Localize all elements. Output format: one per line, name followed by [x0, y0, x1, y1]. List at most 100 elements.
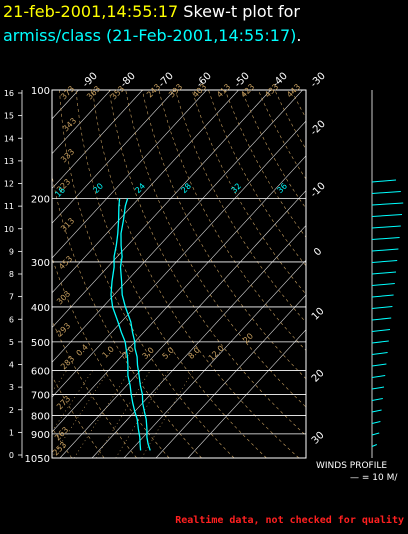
theta-label: 313: [59, 216, 76, 233]
height-tick-label: 5: [9, 338, 14, 347]
dry-adiabat-line: [52, 375, 105, 458]
theta-label: 303: [55, 289, 72, 306]
theta-label: 293: [55, 321, 72, 338]
dry-adiabat-line: [224, 90, 306, 238]
dry-adiabat-line: [59, 90, 235, 458]
isotherm-line: [52, 90, 271, 329]
wind-barb: [371, 386, 385, 390]
pressure-label: 1050: [25, 454, 50, 465]
isotherm-line: [52, 155, 306, 433]
theta-label: 453: [57, 254, 74, 271]
height-tick-label: 3: [9, 383, 14, 392]
wind-barb: [371, 179, 397, 183]
height-tick-label: 8: [9, 270, 14, 279]
mixing-ratio-label: 36: [275, 181, 289, 195]
wind-barb: [371, 421, 381, 424]
dry-adiabat-line: [241, 90, 306, 209]
theta-label: 413: [215, 82, 232, 99]
mixing-ratio-label: 20: [91, 181, 105, 195]
wind-barb: [371, 202, 404, 206]
height-tick-label: 16: [4, 89, 14, 98]
title-line-1: 21-feb-2001,14:55:17 Skew-t plot for: [3, 2, 300, 22]
dry-adiabat-line: [175, 90, 306, 323]
height-tick-label: 11: [4, 202, 14, 211]
pressure-label: 700: [31, 391, 50, 402]
title-heading: Skew-t plot for: [183, 2, 300, 21]
dewpoint-profile-line: [110, 198, 142, 451]
pressure-label: 600: [31, 366, 50, 377]
dry-adiabat-line: [108, 90, 306, 436]
dry-adiabat-line: [274, 90, 306, 150]
footer-note: Realtime data, not checked for quality: [175, 515, 404, 526]
isotherm-line: [52, 120, 306, 398]
mixing-ratio-label: 12.0: [207, 344, 226, 363]
isotherm-line: [187, 329, 306, 458]
pressure-label: 800: [31, 411, 50, 422]
isotherm-label-top: -30: [309, 71, 328, 90]
wind-barb: [371, 444, 377, 447]
wind-barb: [371, 271, 397, 275]
plot-frame: [51, 89, 307, 459]
theta-label: 343: [61, 116, 78, 133]
title-line-2: armiss/class (21-Feb-2001,14:55:17).: [3, 26, 301, 46]
wind-barb: [371, 329, 391, 332]
dry-adiabat-line: [75, 90, 267, 458]
pressure-label: 900: [31, 430, 50, 441]
isotherm-label-right: 30: [310, 430, 327, 447]
isotherm-line: [52, 90, 111, 155]
theta-label: 253: [51, 440, 68, 457]
dry-adiabat-line: [291, 90, 306, 119]
mixing-ratio-label: 8.0: [187, 346, 202, 361]
mixing-ratio-label: 3.0: [141, 346, 156, 361]
wind-barb: [371, 352, 388, 355]
height-tick-label: 15: [4, 112, 14, 121]
wind-barb: [371, 340, 389, 344]
wind-barb: [371, 225, 401, 229]
mixing-ratio-label: 2.0: [121, 345, 136, 360]
height-tick-label: 12: [4, 180, 14, 189]
wind-barb: [371, 398, 383, 401]
dry-adiabat-line: [52, 427, 73, 458]
dry-adiabat-line: [0, 90, 7, 458]
dry-adiabat-line: [125, 90, 306, 408]
title-source: armiss/class (21-Feb-2001,14:55:17): [3, 26, 297, 45]
wind-barb: [371, 283, 395, 286]
dry-adiabat-line: [92, 90, 300, 458]
wind-barb: [371, 260, 398, 263]
height-tick-label: 13: [4, 157, 14, 166]
dry-adiabat-line: [52, 319, 137, 458]
mixing-ratio-label: 5.0: [161, 346, 176, 361]
isotherm-line: [52, 90, 303, 363]
pressure-label: 100: [31, 86, 50, 97]
isotherm-line: [52, 90, 239, 294]
wind-barb: [371, 294, 394, 298]
wind-barb: [371, 363, 387, 367]
isotherm-label-right: 0: [312, 246, 324, 258]
wind-barb: [371, 214, 403, 217]
mixing-ratio-label: 1.0: [101, 345, 116, 360]
pressure-label: 300: [31, 258, 50, 269]
mixing-ratio-line: [95, 370, 151, 458]
dry-adiabat-line: [257, 90, 306, 180]
mixing-ratio-label: 32: [229, 181, 243, 195]
dry-adiabat-line: [52, 256, 170, 458]
isotherm-line: [91, 224, 306, 458]
isotherm-line: [0, 90, 47, 458]
isotherm-line: [123, 259, 306, 458]
mixing-ratio-line: [115, 370, 170, 458]
winds-scale-label: — = 10 M/: [350, 473, 398, 483]
theta-label: 283: [59, 354, 76, 371]
wind-barb: [371, 432, 380, 436]
isotherm-label-right: -20: [309, 119, 328, 138]
pressure-label: 400: [31, 303, 50, 314]
theta-label: 393: [167, 82, 184, 99]
isotherm-label-right: 10: [310, 306, 327, 323]
isotherm-line: [52, 90, 207, 259]
height-tick-label: 14: [4, 134, 14, 143]
height-tick-label: 4: [9, 361, 14, 370]
wind-barb: [371, 248, 399, 252]
height-tick-label: 1: [9, 428, 14, 437]
pressure-label: 500: [31, 338, 50, 349]
title-datetime: 21-feb-2001,14:55:17: [3, 2, 179, 21]
temperature-profile-line: [119, 198, 151, 451]
